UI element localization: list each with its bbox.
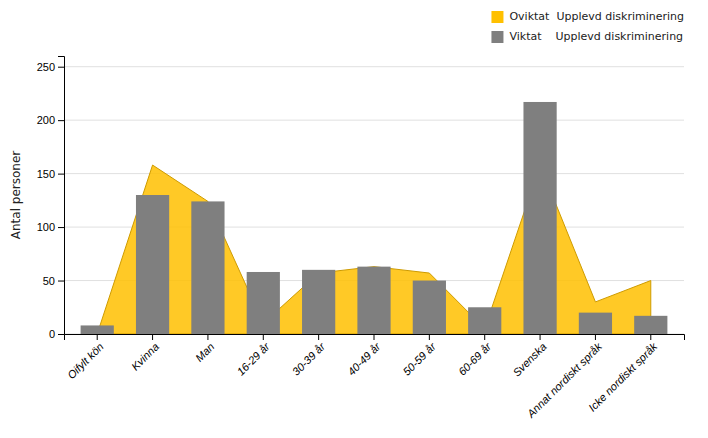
x-tick: 30-39 år — [290, 334, 328, 378]
bar — [468, 307, 501, 334]
bars — [81, 102, 668, 334]
x-tick: Svenska — [510, 334, 548, 379]
y-tick: 0 — [49, 328, 64, 340]
x-tick-label: Svenska — [510, 340, 548, 378]
bar — [81, 325, 114, 334]
y-tick-mark — [58, 281, 64, 282]
plot: 0 50 100 150 200 250 Oifylt kön Kvinna Man 16-29 … — [37, 57, 685, 421]
x-tick: Icke nordiskt språk — [586, 334, 660, 414]
x-axis: Oifylt kön Kvinna Man 16-29 år 30-39 år 40-49… — [65, 334, 685, 420]
x-tick-mark — [97, 334, 98, 340]
grid-line — [64, 66, 684, 67]
bar — [247, 272, 280, 334]
y-tick-mark — [58, 67, 64, 68]
x-tick-mark — [650, 334, 651, 340]
y-tick-mark — [58, 174, 64, 175]
x-tick: Kvinna — [129, 334, 161, 373]
bar — [302, 270, 335, 334]
x-tick: 60-69 år — [456, 334, 494, 378]
y-tick: 250 — [37, 61, 64, 73]
x-tick-mark — [429, 334, 430, 340]
y-tick-mark — [58, 227, 64, 228]
bar — [634, 316, 667, 334]
y-tick-label: 100 — [37, 221, 55, 233]
legend-swatch — [491, 31, 503, 43]
grid — [64, 67, 684, 334]
y-axis: 0 50 100 150 200 250 — [37, 57, 65, 341]
grid-line — [64, 120, 684, 121]
x-tick-label: Oifylt kön — [65, 340, 106, 381]
y-tick-label: 150 — [37, 168, 55, 180]
x-tick-label: Kvinna — [129, 340, 161, 372]
x-tick-mark — [595, 334, 596, 340]
y-tick-label: 200 — [37, 114, 55, 126]
bar — [523, 102, 556, 334]
y-tick: 150 — [37, 168, 64, 180]
bar — [191, 201, 224, 334]
y-axis-title: Antal personer — [9, 151, 23, 240]
x-tick-mark — [152, 334, 153, 340]
x-tick-label: 50-59 år — [400, 339, 438, 377]
x-tick: 40-49 år — [345, 334, 383, 378]
bar — [579, 313, 612, 334]
area — [97, 165, 651, 334]
x-tick: Man — [193, 334, 217, 364]
bar — [413, 281, 446, 334]
legend: Oviktat Upplevd diskriminering Viktat Upp… — [491, 10, 684, 43]
bar — [357, 267, 390, 334]
y-tick-mark — [58, 120, 64, 121]
x-tick: 50-59 år — [400, 334, 438, 378]
y-tick-mark — [58, 334, 64, 335]
chart: 0 50 100 150 200 250 Oifylt kön Kvinna Man 16-29 … — [0, 0, 708, 438]
marks — [81, 102, 668, 334]
legend-swatch — [491, 11, 503, 23]
legend-label: Viktat Upplevd diskriminering — [509, 30, 683, 43]
legend-label: Oviktat Upplevd diskriminering — [509, 10, 684, 23]
y-tick-label: 0 — [49, 328, 55, 340]
y-tick: 50 — [43, 275, 64, 287]
x-tick-mark — [484, 334, 485, 340]
x-tick-label: 60-69 år — [456, 339, 494, 377]
bar — [136, 195, 169, 334]
y-tick-label: 50 — [43, 275, 55, 287]
x-tick-label: Icke nordiskt språk — [586, 340, 660, 414]
y-tick: 200 — [37, 114, 64, 126]
legend-item: Oviktat Upplevd diskriminering — [491, 10, 684, 23]
x-tick-mark — [374, 334, 375, 340]
x-tick: 16-29 år — [234, 334, 272, 378]
legend-item: Viktat Upplevd diskriminering — [491, 30, 683, 43]
y-tick: 100 — [37, 221, 64, 233]
x-axis-line — [65, 335, 685, 341]
y-tick-label: 250 — [37, 61, 55, 73]
y-axis-line — [58, 57, 65, 335]
x-tick-label: 30-39 år — [290, 339, 328, 377]
x-tick-mark — [540, 334, 541, 340]
x-tick-label: Man — [193, 340, 217, 364]
x-tick-label: 16-29 år — [234, 339, 272, 377]
x-tick-label: 40-49 år — [345, 339, 383, 377]
x-tick-mark — [318, 334, 319, 340]
x-tick-mark — [207, 334, 208, 340]
x-tick-mark — [263, 334, 264, 340]
x-tick: Oifylt kön — [65, 334, 106, 381]
